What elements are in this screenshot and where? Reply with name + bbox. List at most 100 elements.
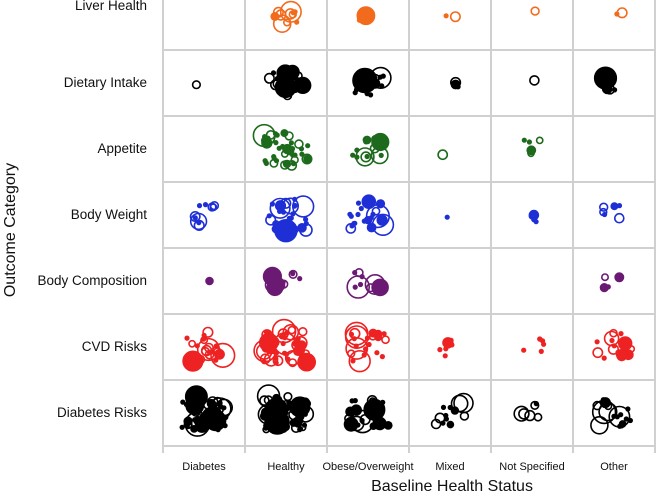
bubble-point bbox=[366, 394, 378, 406]
bubble-point bbox=[283, 392, 293, 402]
bubble-point bbox=[533, 412, 543, 422]
bubble-point bbox=[282, 90, 293, 101]
bubble-point bbox=[530, 6, 540, 16]
bubble-point bbox=[204, 349, 215, 360]
bubble-point bbox=[188, 339, 196, 348]
bubble-point bbox=[298, 327, 308, 337]
bubble-point bbox=[440, 404, 447, 411]
bubble-point bbox=[266, 405, 272, 411]
bubble-point bbox=[269, 197, 291, 219]
bubble-point bbox=[362, 77, 368, 83]
bubble-point bbox=[371, 134, 380, 144]
bubble-point bbox=[280, 143, 286, 150]
bubble-point bbox=[201, 336, 207, 342]
bubble-point bbox=[443, 412, 449, 419]
bubble-point bbox=[270, 70, 277, 76]
cell-liver-health-healthy bbox=[270, 0, 302, 34]
cell-appetite-obese-overweight bbox=[350, 132, 390, 167]
cell-body-composition-healthy bbox=[262, 266, 303, 297]
bubble-point bbox=[361, 194, 377, 209]
x-tick-label-diabetes: Diabetes bbox=[182, 461, 226, 473]
bubble-point bbox=[375, 407, 384, 416]
y-tick-label-diabetes-risks: Diabetes Risks bbox=[57, 405, 147, 420]
bubble-point bbox=[292, 346, 303, 357]
bubble-point bbox=[603, 72, 609, 79]
bubble-point bbox=[280, 150, 289, 158]
bubble-point bbox=[185, 416, 191, 422]
bubble-point bbox=[611, 413, 617, 419]
bubble-point bbox=[620, 343, 626, 350]
bubble-point bbox=[207, 396, 219, 408]
bubble-point bbox=[537, 336, 543, 342]
bubble-point bbox=[288, 140, 295, 146]
bubble-point bbox=[298, 418, 304, 424]
bubble-point bbox=[350, 152, 356, 158]
bubble-point bbox=[359, 417, 365, 424]
cell-dietary-intake-healthy bbox=[263, 64, 312, 101]
cell-body-weight-mixed bbox=[444, 214, 450, 220]
bubble-point bbox=[297, 427, 303, 433]
bubble-point bbox=[262, 134, 268, 140]
bubble-point bbox=[366, 222, 377, 233]
bubble-point bbox=[276, 423, 282, 429]
bubble-point bbox=[350, 358, 356, 364]
bubble-point bbox=[616, 350, 628, 362]
bubble-point bbox=[618, 412, 624, 418]
bubble-point bbox=[613, 212, 625, 224]
bubble-point bbox=[274, 132, 280, 138]
bubble-point bbox=[288, 269, 298, 280]
bubble-point bbox=[302, 399, 312, 408]
bubble-point bbox=[297, 276, 303, 282]
y-tick-label-dietary-intake: Dietary Intake bbox=[64, 75, 147, 90]
bubble-point bbox=[263, 395, 274, 405]
cell-body-composition-diabetes bbox=[205, 276, 214, 286]
bubble-point bbox=[444, 214, 450, 220]
bubble-point bbox=[591, 399, 617, 425]
bubble-point bbox=[355, 422, 361, 428]
bubble-point bbox=[528, 209, 540, 221]
bubble-point bbox=[358, 7, 367, 15]
cell-diabetes-risks-diabetes bbox=[179, 385, 234, 437]
bubble-point bbox=[616, 203, 623, 209]
bubble-point bbox=[437, 149, 449, 161]
bubble-point bbox=[305, 143, 311, 149]
bubble-point bbox=[368, 397, 377, 405]
bubble-point bbox=[521, 137, 527, 143]
y-tick-labels: Liver Health Dietary Intake Appetite Body W… bbox=[37, 0, 147, 420]
cell-body-weight-obese-overweight bbox=[345, 194, 395, 237]
bubble-point bbox=[361, 352, 367, 358]
bubble-point bbox=[207, 202, 217, 212]
bubble-point bbox=[255, 342, 273, 360]
bubble-point bbox=[368, 215, 374, 221]
cell-dietary-intake-not-specified bbox=[529, 75, 540, 86]
cell-appetite-mixed bbox=[437, 149, 449, 161]
cell-cvd-risks-not-specified bbox=[521, 336, 547, 355]
bubble-point bbox=[284, 349, 301, 366]
bubble-point bbox=[526, 139, 533, 145]
bubble-point bbox=[446, 420, 455, 429]
bubble-point bbox=[513, 405, 530, 422]
cell-cvd-risks-obese-overweight bbox=[344, 321, 390, 373]
cell-body-weight-diabetes bbox=[189, 201, 220, 231]
bubble-point bbox=[280, 422, 290, 432]
bubble-point bbox=[609, 337, 615, 344]
bubble-point bbox=[196, 337, 221, 362]
bubble-point bbox=[179, 424, 185, 430]
cell-diabetes-risks-not-specified bbox=[513, 400, 543, 422]
bubble-point bbox=[292, 195, 315, 218]
bubble-point bbox=[283, 351, 290, 357]
bubble-point bbox=[369, 143, 380, 154]
bubble-point bbox=[184, 335, 190, 341]
x-tick-label-other: Other bbox=[600, 461, 628, 473]
x-tick-label-not-specified: Not Specified bbox=[499, 461, 564, 473]
bubble-point bbox=[599, 283, 609, 293]
bubble-point bbox=[266, 213, 272, 219]
cell-liver-health-other bbox=[614, 7, 628, 19]
bubble-point bbox=[381, 335, 390, 345]
bubble-point bbox=[598, 202, 609, 212]
bubble-point bbox=[349, 327, 361, 340]
bubble-point bbox=[269, 336, 275, 342]
cell-diabetes-risks-healthy bbox=[256, 384, 315, 435]
bubble-point bbox=[625, 406, 631, 412]
bubble-point bbox=[263, 160, 269, 166]
